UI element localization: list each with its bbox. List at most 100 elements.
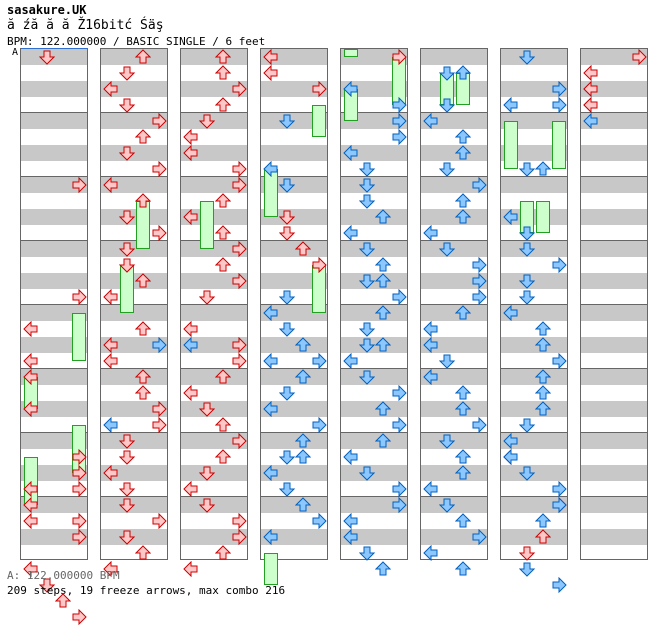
step-arrow-left-icon xyxy=(583,113,598,129)
step-arrow-up-icon xyxy=(135,545,151,560)
measure-line xyxy=(101,304,167,305)
step-arrow-up-icon xyxy=(375,337,391,352)
freeze-arrow-up xyxy=(536,201,550,233)
step-arrow-up-icon xyxy=(215,49,231,64)
step-arrow-right-icon xyxy=(72,529,87,545)
step-arrow-right-icon xyxy=(232,353,247,369)
step-arrow-right-icon xyxy=(472,529,487,545)
step-arrow-left-icon xyxy=(103,353,118,369)
step-arrow-right-icon xyxy=(552,577,567,593)
step-arrow-down-icon xyxy=(279,290,295,305)
step-arrow-right-icon xyxy=(392,481,407,497)
step-arrow-left-icon xyxy=(423,337,438,353)
freeze-arrow-down xyxy=(200,201,214,249)
step-arrow-up-icon xyxy=(215,97,231,112)
step-arrow-right-icon xyxy=(552,481,567,497)
measure-line xyxy=(341,112,407,113)
step-arrow-up-icon xyxy=(455,465,471,480)
step-arrow-right-icon xyxy=(312,257,327,273)
step-arrow-up-icon xyxy=(535,369,551,384)
step-arrow-down-icon xyxy=(119,242,135,257)
step-arrow-right-icon xyxy=(152,417,167,433)
step-arrow-up-icon xyxy=(375,433,391,448)
step-arrow-right-icon xyxy=(152,337,167,353)
step-arrow-left-icon xyxy=(103,81,118,97)
step-arrow-up-icon xyxy=(455,145,471,160)
step-arrow-up-icon xyxy=(535,529,551,544)
bpm-change-line xyxy=(21,48,87,49)
step-arrow-down-icon xyxy=(199,466,215,481)
step-arrow-up-icon xyxy=(135,369,151,384)
measure-line xyxy=(501,304,567,305)
step-arrow-left-icon xyxy=(263,401,278,417)
step-arrow-left-icon xyxy=(263,161,278,177)
freeze-arrow-left xyxy=(344,49,358,57)
step-arrow-right-icon xyxy=(232,529,247,545)
step-arrow-right-icon xyxy=(312,417,327,433)
step-arrow-left-icon xyxy=(23,497,38,513)
measure-line xyxy=(181,368,247,369)
step-arrow-right-icon xyxy=(392,385,407,401)
step-arrow-down-icon xyxy=(279,386,295,401)
measure-line xyxy=(21,176,87,177)
chart-column xyxy=(420,48,488,576)
step-arrow-up-icon xyxy=(215,65,231,80)
step-arrow-up-icon xyxy=(295,497,311,512)
measure-line xyxy=(261,496,327,497)
step-arrow-up-icon xyxy=(455,561,471,576)
step-arrow-down-icon xyxy=(359,338,375,353)
step-arrow-down-icon xyxy=(199,290,215,305)
step-arrow-right-icon xyxy=(392,289,407,305)
step-arrow-down-icon xyxy=(359,546,375,561)
step-arrow-up-icon xyxy=(55,593,71,608)
measure-line xyxy=(421,304,487,305)
step-arrow-left-icon xyxy=(503,449,518,465)
step-arrow-up-icon xyxy=(455,449,471,464)
measure-line xyxy=(421,496,487,497)
step-arrow-right-icon xyxy=(552,353,567,369)
step-arrow-down-icon xyxy=(439,242,455,257)
step-arrow-right-icon xyxy=(72,481,87,497)
measure-line xyxy=(341,496,407,497)
step-arrow-right-icon xyxy=(472,177,487,193)
step-arrow-left-icon xyxy=(503,305,518,321)
step-arrow-right-icon xyxy=(152,161,167,177)
step-arrow-left-icon xyxy=(343,449,358,465)
step-arrow-left-icon xyxy=(183,337,198,353)
chart-stats: 209 steps, 19 freeze arrows, max combo 2… xyxy=(7,584,286,597)
step-arrow-left-icon xyxy=(183,561,198,577)
measure-line xyxy=(101,496,167,497)
step-arrow-right-icon xyxy=(152,401,167,417)
measure-line xyxy=(101,368,167,369)
step-arrow-down-icon xyxy=(439,98,455,113)
measure-line xyxy=(341,240,407,241)
measure-line xyxy=(421,368,487,369)
step-arrow-left-icon xyxy=(103,337,118,353)
measure-line xyxy=(261,432,327,433)
step-arrow-down-icon xyxy=(519,290,535,305)
step-arrow-down-icon xyxy=(279,178,295,193)
step-arrow-down-icon xyxy=(279,210,295,225)
step-arrow-up-icon xyxy=(535,401,551,416)
step-arrow-down-icon xyxy=(199,402,215,417)
step-arrow-down-icon xyxy=(119,498,135,513)
measure-line xyxy=(341,432,407,433)
measure-line xyxy=(421,112,487,113)
step-arrow-right-icon xyxy=(72,449,87,465)
step-arrow-right-icon xyxy=(152,513,167,529)
step-arrow-left-icon xyxy=(263,49,278,65)
chart-column xyxy=(500,48,568,593)
step-arrow-down-icon xyxy=(39,578,55,593)
step-arrow-down-icon xyxy=(439,434,455,449)
measure-line xyxy=(421,176,487,177)
measure-line xyxy=(261,240,327,241)
step-arrow-left-icon xyxy=(343,513,358,529)
step-arrow-down-icon xyxy=(439,66,455,81)
measure-line xyxy=(341,176,407,177)
step-arrow-right-icon xyxy=(392,49,407,65)
step-arrow-down-icon xyxy=(519,226,535,241)
chart-column xyxy=(580,48,648,560)
step-arrow-left-icon xyxy=(343,353,358,369)
step-arrow-up-icon xyxy=(535,321,551,336)
step-arrow-right-icon xyxy=(72,609,87,625)
